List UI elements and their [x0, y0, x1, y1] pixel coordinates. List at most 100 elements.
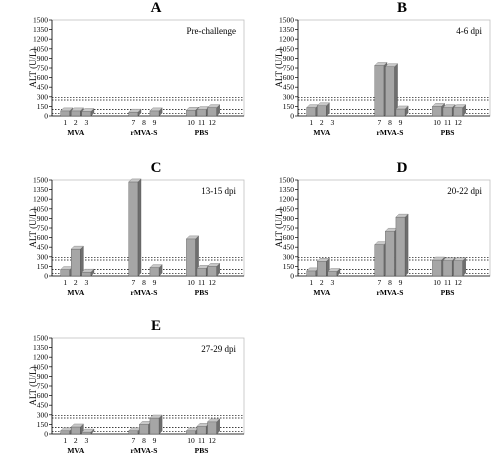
bar — [128, 181, 139, 277]
bar — [149, 417, 160, 435]
y-tick-label: 300 — [37, 252, 49, 261]
bar — [186, 238, 196, 277]
bar — [149, 267, 160, 277]
bar — [196, 268, 207, 277]
bar — [432, 259, 442, 277]
bar-side — [137, 178, 142, 277]
y-tick-label: 450 — [283, 243, 295, 252]
bar — [186, 430, 196, 435]
bar-top — [60, 107, 74, 112]
x-tick-label: 7 — [378, 118, 382, 127]
y-tick-label: 150 — [37, 102, 49, 111]
x-tick-label: 2 — [74, 118, 78, 127]
y-tick-label: 150 — [283, 102, 295, 111]
x-tick-label: 7 — [132, 436, 136, 445]
panel-label: C — [151, 160, 162, 176]
group-label: MVA — [67, 288, 85, 297]
y-tick-label: 450 — [283, 83, 295, 92]
panel-annotation: 13-15 dpi — [201, 186, 236, 196]
y-tick-label: 0 — [44, 430, 48, 439]
bar — [81, 111, 92, 117]
x-tick-label: 8 — [142, 118, 146, 127]
x-tick-label: 11 — [444, 278, 451, 287]
bar-top — [207, 418, 221, 422]
group-label: PBS — [441, 288, 455, 297]
bar-top — [70, 423, 84, 428]
x-tick-label: 9 — [153, 436, 157, 445]
bar — [60, 430, 71, 435]
x-tick-label: 11 — [198, 118, 205, 127]
bar — [306, 107, 317, 117]
y-axis-label: ALT (U/L) — [28, 208, 38, 247]
x-tick-label: 12 — [208, 118, 216, 127]
group-label: rMVA-S — [376, 288, 403, 297]
y-tick-label: 900 — [283, 54, 295, 63]
panel-annotation: 27-29 dpi — [201, 344, 236, 354]
bar — [70, 110, 81, 117]
y-tick-label: 1350 — [279, 25, 294, 34]
y-tick-label: 750 — [37, 224, 49, 233]
bar-top — [432, 103, 445, 107]
bar-top — [316, 102, 330, 106]
x-tick-label: 3 — [84, 436, 88, 445]
bar-top — [70, 107, 84, 112]
x-tick-label: 1 — [309, 118, 313, 127]
bar-side — [404, 213, 409, 277]
y-tick-label: 450 — [37, 83, 49, 92]
y-tick-label: 1050 — [33, 362, 48, 371]
x-tick-label: 8 — [142, 436, 146, 445]
bar-top — [149, 264, 163, 268]
bar-top — [327, 268, 341, 272]
group-label: MVA — [67, 446, 85, 455]
y-tick-label: 300 — [37, 92, 49, 101]
x-tick-label: 12 — [454, 118, 462, 127]
bar-side — [158, 414, 163, 435]
x-tick-label: 9 — [153, 278, 157, 287]
x-tick-label: 10 — [433, 118, 441, 127]
bar — [395, 108, 406, 117]
y-axis-label: ALT (U/L) — [28, 366, 38, 405]
bar — [306, 270, 317, 277]
panel-annotation: 20-22 dpi — [447, 186, 482, 196]
y-axis-label: ALT (U/L) — [274, 208, 284, 247]
bar — [186, 110, 196, 117]
bar — [70, 248, 81, 277]
y-tick-label: 1500 — [33, 334, 48, 343]
bar — [139, 424, 149, 435]
x-tick-label: 1 — [63, 118, 67, 127]
bar — [207, 266, 217, 277]
group-label: rMVA-S — [130, 288, 157, 297]
bar-top — [186, 235, 199, 240]
x-tick-label: 3 — [84, 118, 88, 127]
y-tick-label: 450 — [37, 243, 49, 252]
group-label: PBS — [195, 288, 209, 297]
y-tick-label: 1200 — [279, 195, 294, 204]
bar-top — [81, 108, 95, 112]
y-tick-label: 1050 — [279, 44, 294, 53]
group-label: PBS — [195, 446, 209, 455]
bar — [317, 105, 327, 117]
x-tick-label: 10 — [187, 278, 195, 287]
y-tick-label: 600 — [37, 233, 49, 242]
bar — [453, 260, 463, 277]
x-tick-label: 9 — [399, 278, 403, 287]
bar — [442, 107, 453, 117]
bar-top — [70, 245, 84, 250]
bar — [81, 271, 92, 277]
y-tick-label: 1500 — [279, 176, 294, 185]
bar-top — [128, 109, 142, 113]
y-tick-label: 1350 — [33, 185, 48, 194]
y-tick-label: 1350 — [33, 343, 48, 352]
bar — [128, 430, 139, 435]
x-tick-label: 7 — [132, 118, 136, 127]
bar-top — [395, 213, 409, 218]
bar-top — [128, 178, 142, 183]
y-tick-label: 0 — [44, 112, 48, 121]
y-tick-label: 1350 — [33, 25, 48, 34]
bar-top — [442, 257, 456, 261]
bar — [327, 271, 338, 277]
y-tick-label: 750 — [283, 64, 295, 73]
group-label: rMVA-S — [130, 446, 157, 455]
y-tick-label: 750 — [283, 224, 295, 233]
